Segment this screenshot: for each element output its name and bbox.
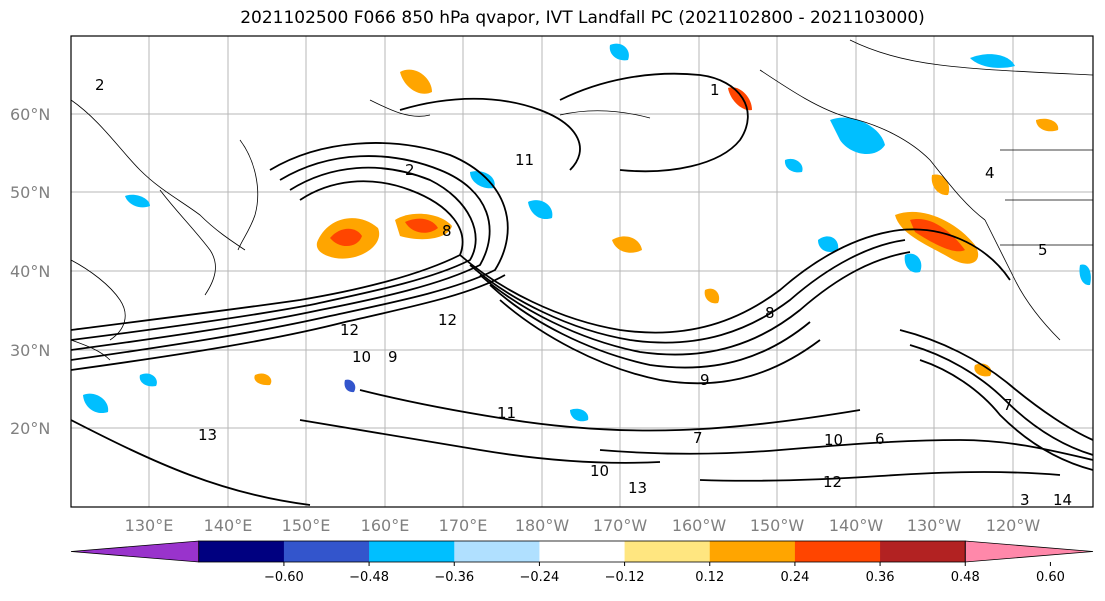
colorbar-tick-label: −0.24 — [519, 570, 559, 585]
lon-label: 140°W — [829, 516, 884, 535]
contour-label: 13 — [628, 479, 647, 497]
coastlines — [71, 39, 1093, 361]
colorbar-bin — [880, 541, 966, 562]
contour-label: 5 — [1038, 241, 1048, 259]
contour-label: 1 — [710, 81, 720, 99]
colorbar-bin — [539, 541, 626, 562]
map-title: 2021102500 F066 850 hPa qvapor, IVT Land… — [240, 8, 925, 28]
contour-label: 6 — [875, 430, 885, 448]
lat-label: 30°N — [10, 341, 50, 360]
contour-label: 10 — [590, 462, 609, 480]
lon-label: 170°E — [439, 516, 488, 535]
qvapor-shading — [83, 43, 1091, 422]
colorbar-extend-high — [964, 540, 1094, 563]
lon-label: 130°E — [125, 516, 174, 535]
longitude-labels: 130°E 140°E 150°E 160°E 170°E 180°W 170°… — [125, 516, 1041, 535]
contour-label: 2 — [95, 76, 105, 94]
lon-label: 160°E — [361, 516, 410, 535]
contour-label: 11 — [497, 404, 516, 422]
lon-label: 170°W — [593, 516, 648, 535]
colorbar-tick-label: 0.12 — [695, 570, 724, 585]
contour-label: 2 — [405, 161, 415, 179]
colorbar-tick-label: 0.24 — [780, 570, 809, 585]
colorbar-tick-label: 0.36 — [866, 570, 895, 585]
contour-label: 11 — [515, 151, 534, 169]
lat-label: 20°N — [10, 419, 50, 438]
colorbar-tick-label: −0.60 — [264, 570, 304, 585]
map-frame — [70, 35, 1094, 508]
colorbar-tick-label: 0.48 — [951, 570, 980, 585]
contour-label: 12 — [823, 473, 842, 491]
contour-label: 8 — [442, 222, 452, 240]
contour-label: 10 — [352, 348, 371, 366]
contour-label: 9 — [388, 348, 398, 366]
lon-label: 140°E — [204, 516, 253, 535]
colorbar-tick-label: 0.60 — [1036, 570, 1065, 585]
lon-label: 180°W — [515, 516, 570, 535]
colorbar-tick-label: −0.36 — [434, 570, 474, 585]
colorbar-bin — [283, 541, 370, 562]
latitude-labels: 60°N 50°N 40°N 30°N 20°N — [10, 105, 50, 438]
colorbar-bin — [709, 541, 796, 562]
lon-label: 160°W — [672, 516, 727, 535]
colorbar-bin — [624, 541, 711, 562]
colorbar-frame — [198, 540, 966, 563]
colorbar-bin — [454, 541, 540, 562]
contour-label: 7 — [1003, 396, 1013, 414]
contour-label: 12 — [438, 311, 457, 329]
contour-label: 4 — [985, 164, 995, 182]
colorbar-bin — [794, 541, 881, 562]
map-plot-area — [71, 36, 1093, 507]
lat-label: 50°N — [10, 183, 50, 202]
contour-label: 10 — [824, 431, 843, 449]
lat-label: 40°N — [10, 262, 50, 281]
colorbar-tick-label: −0.12 — [605, 570, 645, 585]
lon-label: 130°W — [907, 516, 962, 535]
colorbar-ticks: −0.60 −0.48 −0.36 −0.24 −0.12 0.12 0.24 0.36 0.4… — [264, 562, 1065, 585]
contour-labels: 2 2 8 11 12 9 10 9 8 12 11 13 7 10 10 6 … — [95, 76, 1072, 509]
contour-label: 9 — [700, 371, 710, 389]
colorbar-tick-label: −0.48 — [349, 570, 389, 585]
lon-label: 120°W — [986, 516, 1041, 535]
lon-label: 150°W — [750, 516, 805, 535]
colorbar-bin — [369, 541, 455, 562]
colorbar — [70, 540, 1094, 563]
colorbar-extend-low — [70, 540, 200, 563]
contour-label: 14 — [1053, 491, 1072, 509]
lon-label: 150°E — [282, 516, 331, 535]
contour-label: 7 — [693, 429, 703, 447]
contour-label: 3 — [1020, 491, 1030, 509]
contour-label: 13 — [198, 426, 217, 444]
colorbar-bin — [198, 541, 285, 562]
lat-label: 60°N — [10, 105, 50, 124]
ivt-contours — [71, 72, 1093, 506]
contour-label: 8 — [765, 304, 775, 322]
contour-label: 12 — [340, 321, 359, 339]
